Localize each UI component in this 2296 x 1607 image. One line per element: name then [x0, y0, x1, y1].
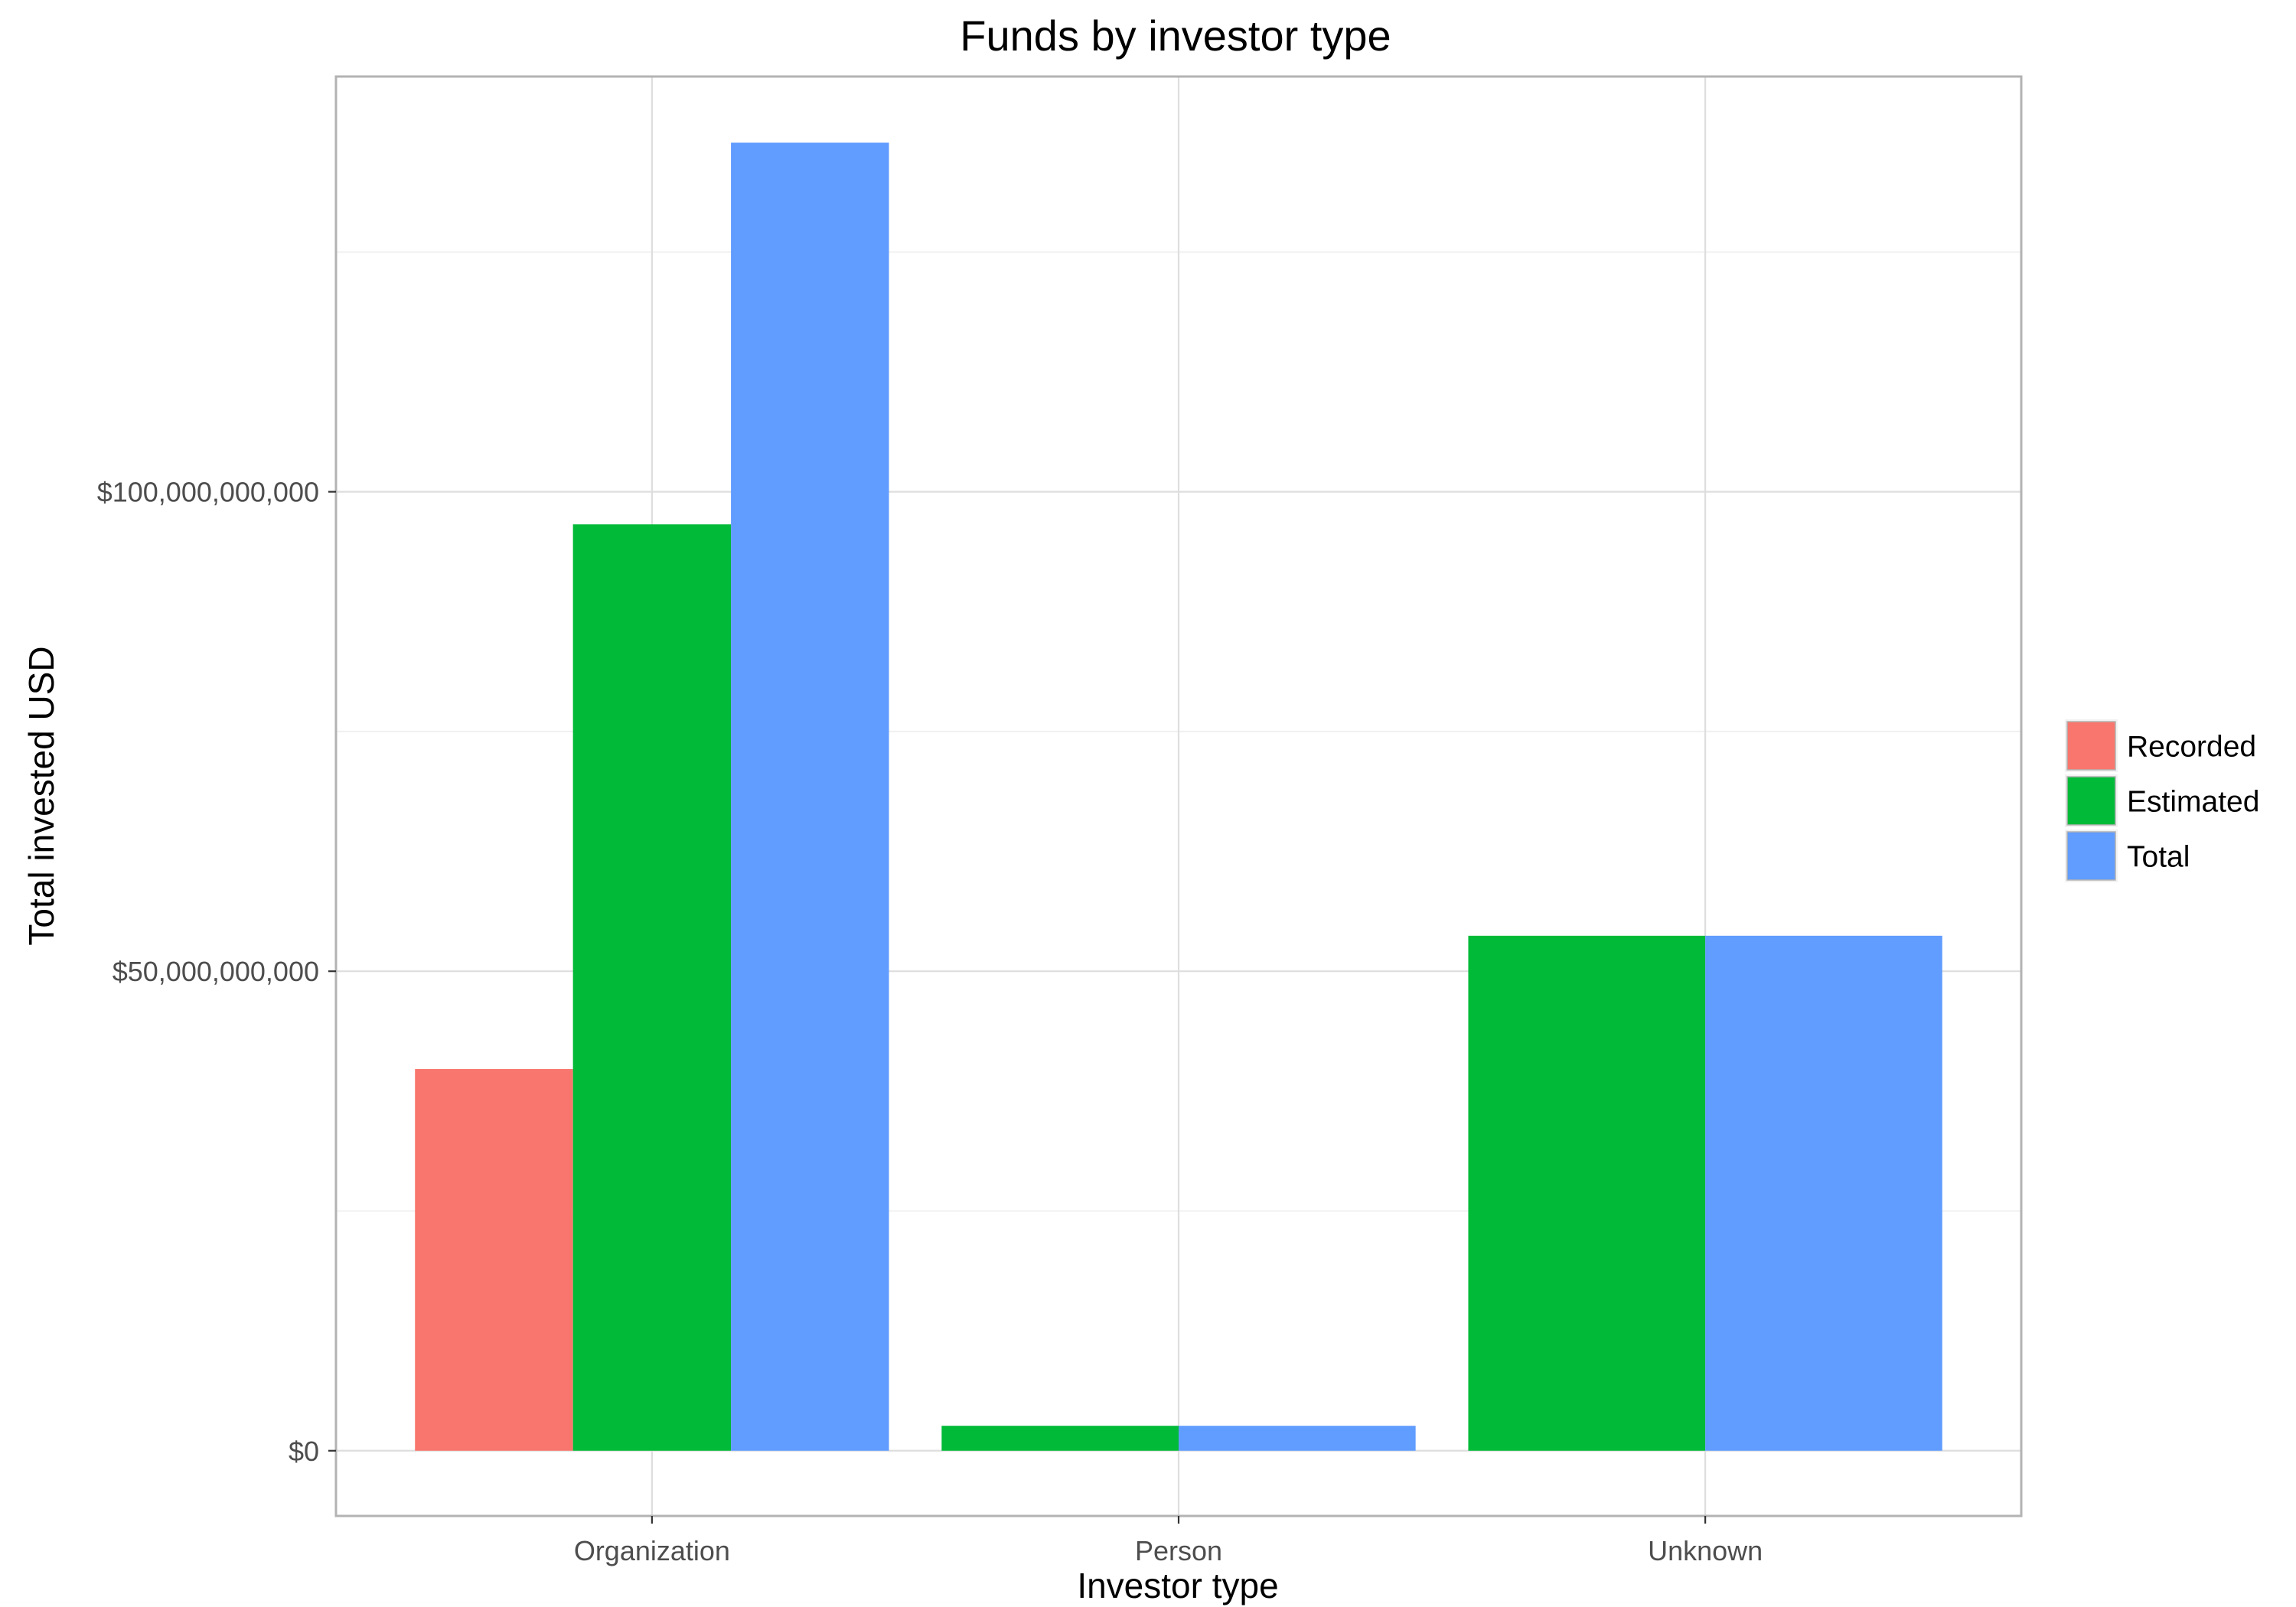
x-axis-title: Investor type	[1077, 1566, 1278, 1605]
y-tick-label: $50,000,000,000	[113, 956, 319, 987]
bar-estimated-person	[941, 1426, 1179, 1451]
legend-swatch-estimated	[2066, 776, 2116, 826]
legend: Recorded Estimated Total	[2065, 719, 2259, 882]
bar-total-unknown	[1705, 935, 1942, 1451]
legend-label-total: Total	[2127, 841, 2190, 874]
bar-estimated-unknown	[1468, 935, 1706, 1451]
legend-label-recorded: Recorded	[2127, 731, 2256, 764]
x-axis-ticks: Organization Person Unknown	[574, 1516, 1763, 1566]
bar-estimated-organization	[572, 524, 732, 1451]
bars	[415, 142, 1942, 1451]
legend-swatch-total	[2066, 831, 2116, 881]
y-tick-label: $100,000,000,000	[97, 477, 319, 508]
y-axis-ticks: $0 $50,000,000,000 $100,000,000,000	[97, 477, 336, 1467]
chart-title: Funds by investor type	[960, 11, 1391, 60]
x-tick-label: Unknown	[1648, 1535, 1763, 1566]
x-tick-label: Organization	[574, 1535, 730, 1566]
bar-total-person	[1179, 1426, 1416, 1451]
bar-recorded-organization	[415, 1069, 573, 1451]
bar-total-organization	[731, 142, 889, 1451]
y-tick-label: $0	[289, 1436, 319, 1467]
legend-swatch-recorded	[2066, 721, 2116, 771]
y-axis-title: Total invested USD	[21, 646, 61, 945]
x-tick-label: Person	[1135, 1535, 1222, 1566]
plot-area	[334, 75, 2023, 1517]
legend-label-estimated: Estimated	[2127, 786, 2259, 819]
